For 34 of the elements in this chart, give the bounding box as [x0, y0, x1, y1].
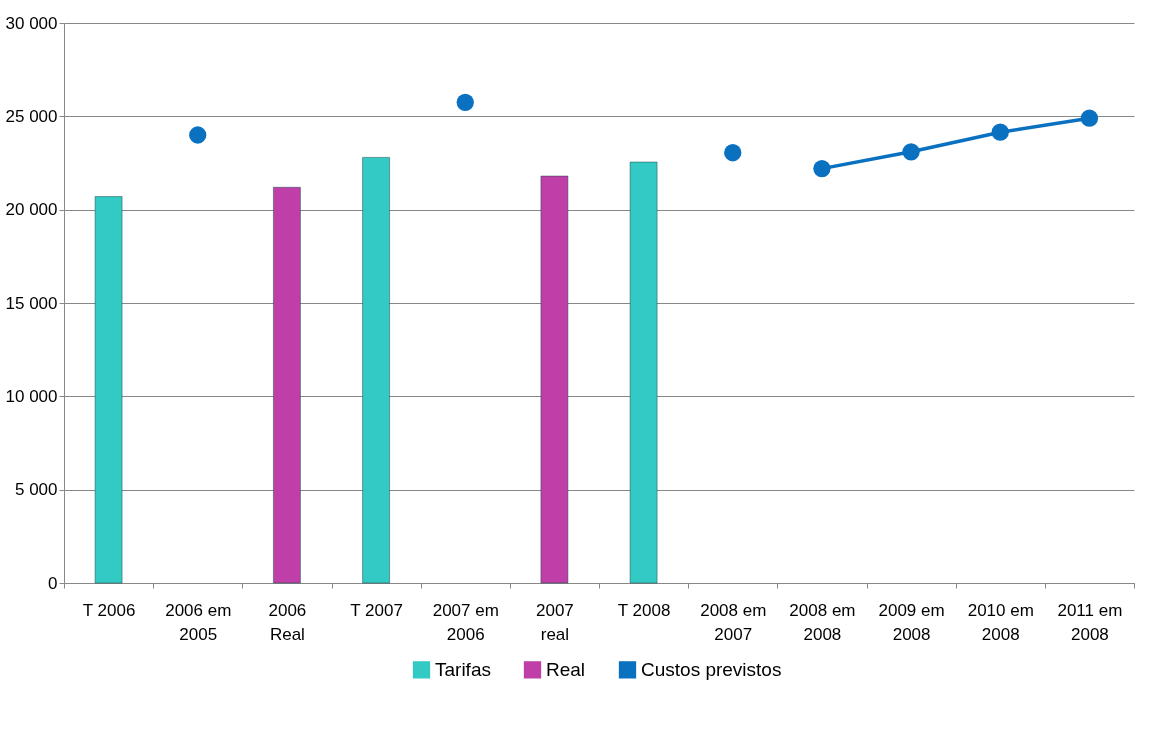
- point: [189, 126, 207, 144]
- point: [456, 93, 474, 111]
- x-tick-label: 2008 em 2008: [789, 600, 856, 644]
- x-tick-label: 2007 real: [536, 600, 574, 644]
- bar: [540, 175, 569, 584]
- point: [813, 159, 831, 178]
- x-tick-label: T 2008: [617, 600, 671, 620]
- x-tick-label: T 2006: [82, 600, 136, 620]
- y-tick-label: 15 000: [5, 293, 58, 313]
- point: [991, 123, 1009, 141]
- x-tick-label: 2006 em 2005: [165, 600, 232, 644]
- y-tick-label: 20 000: [5, 200, 58, 220]
- legend-label: Real: [546, 658, 586, 680]
- bar: [273, 187, 301, 584]
- x-tick-label: T 2007: [350, 600, 403, 620]
- x-tick-label: 2006 Real: [268, 600, 307, 644]
- y-tick-label: 30 000: [5, 13, 58, 33]
- legend-label: Tarifas: [435, 658, 491, 680]
- x-tick-label: 2009 em 2008: [878, 600, 945, 644]
- bar: [362, 157, 390, 584]
- x-tick-label: 2008 em 2007: [700, 600, 767, 644]
- point: [724, 144, 742, 162]
- y-tick-label: 25 000: [5, 106, 58, 126]
- legend-label: Custos previstos: [641, 658, 782, 680]
- point: [902, 143, 920, 161]
- y-tick-label: 10 000: [5, 386, 58, 406]
- y-tick-label: 5 000: [14, 480, 58, 500]
- x-tick-label: 2010 em 2008: [967, 600, 1034, 644]
- x-tick-label: 2011 em 2008: [1057, 600, 1123, 644]
- x-tick-label: 2007 em 2006: [432, 600, 499, 644]
- bar: [94, 196, 123, 584]
- point: [1080, 109, 1099, 127]
- bar: [629, 161, 658, 584]
- y-tick-label: 0: [48, 573, 58, 593]
